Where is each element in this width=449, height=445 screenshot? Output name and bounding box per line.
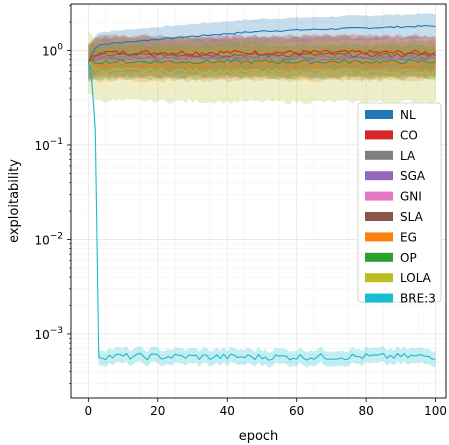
legend: NL CO LA SGA GNI SLA EG OP LOLA BRE:3 <box>357 102 442 306</box>
y-tick-label: 100 <box>42 42 63 58</box>
legend-swatch-sga <box>365 171 393 181</box>
x-axis-label: epoch <box>239 429 279 444</box>
legend-label-lola: LOLA <box>400 271 432 285</box>
x-tick-label: 0 <box>85 404 93 418</box>
line-lola <box>88 61 436 75</box>
y-tick-label: 10−2 <box>34 231 63 247</box>
line-bre3 <box>87 62 436 361</box>
series-lines <box>87 24 436 361</box>
band-co <box>88 33 436 79</box>
x-tick-label: 100 <box>424 404 447 418</box>
line-eg <box>88 61 436 67</box>
line-nl <box>87 24 436 63</box>
y-axis: 100 10−1 10−2 10−3 <box>34 5 71 384</box>
legend-label-nl: NL <box>400 108 416 122</box>
legend-label-eg: EG <box>400 230 417 244</box>
legend-label-op: OP <box>400 251 417 265</box>
line-la <box>88 54 436 63</box>
legend-swatch-sla <box>365 212 393 221</box>
legend-label-la: LA <box>400 149 416 163</box>
x-axis: 0 20 40 60 80 100 <box>85 398 447 418</box>
legend-label-sga: SGA <box>400 169 426 183</box>
legend-label-bre3: BRE:3 <box>400 292 436 306</box>
legend-label-co: CO <box>400 128 418 142</box>
legend-swatch-eg <box>365 232 393 242</box>
y-tick-label: 10−1 <box>34 137 63 153</box>
legend-swatch-nl <box>365 110 393 119</box>
plot-frame <box>70 3 447 399</box>
x-tick-label: 60 <box>289 404 304 418</box>
legend-swatch-co <box>365 130 393 140</box>
legend-swatch-op <box>365 252 393 262</box>
legend-swatch-la <box>365 150 393 160</box>
y-tick-label: 10−3 <box>34 326 63 342</box>
y-axis-label: exploitability <box>7 159 22 243</box>
legend-swatch-bre3 <box>365 293 393 303</box>
band-lola <box>88 31 436 105</box>
legend-label-sla: SLA <box>400 210 424 224</box>
x-tick-label: 80 <box>358 404 373 418</box>
line-op <box>88 59 436 65</box>
band-nl <box>88 13 436 75</box>
x-tick-label: 20 <box>150 404 165 418</box>
x-tick-label: 40 <box>220 404 235 418</box>
legend-label-gni: GNI <box>400 190 422 204</box>
legend-swatch-lola <box>365 273 393 283</box>
line-sla <box>88 52 436 63</box>
legend-swatch-gni <box>365 191 393 201</box>
